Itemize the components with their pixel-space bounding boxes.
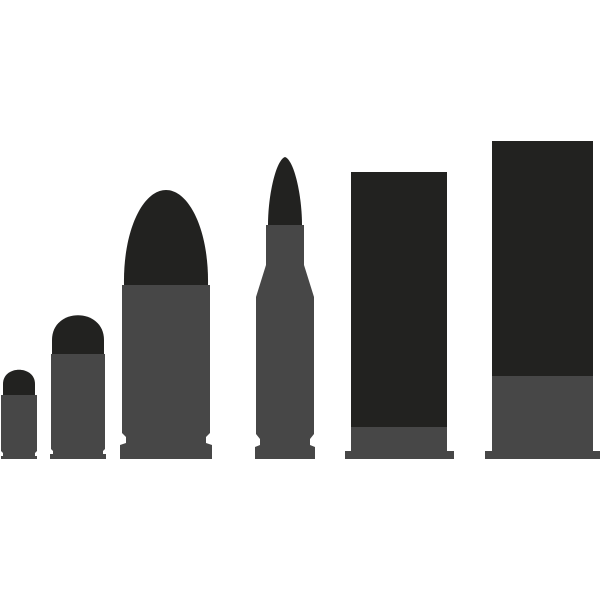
- casing: [1, 395, 37, 459]
- shotgun-shell-icon: [492, 141, 593, 376]
- medium-pistol-cartridge: [50, 315, 106, 459]
- round-nose-bullet-icon: [52, 315, 104, 354]
- casing: [50, 354, 106, 459]
- round-nose-bullet-icon: [3, 369, 35, 395]
- pointed-bullet-icon: [268, 157, 302, 225]
- shell-base: [345, 427, 454, 459]
- shell-base: [485, 376, 600, 459]
- casing: [120, 285, 212, 459]
- small-pistol-cartridge: [1, 369, 37, 459]
- rifle-cartridge: [255, 157, 315, 459]
- shotgun-shell-icon: [351, 172, 447, 427]
- long-shotgun-shell: [485, 141, 600, 459]
- ogive-bullet-icon: [123, 190, 209, 285]
- short-shotgun-shell: [345, 172, 454, 459]
- casing: [255, 225, 315, 459]
- large-pistol-cartridge: [120, 190, 212, 459]
